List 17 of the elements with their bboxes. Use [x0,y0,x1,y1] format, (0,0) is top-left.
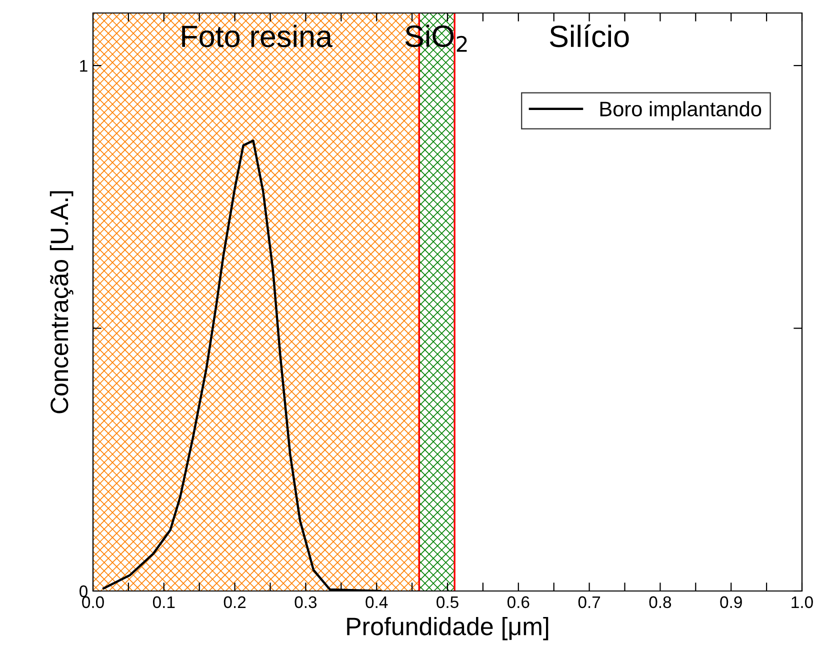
legend-label: Boro implantando [600,101,762,121]
x-tick-label: 0.5 [436,596,458,608]
x-axis-title: Profundidade [μm] [347,616,548,640]
x-tick-label: 0.8 [649,596,672,608]
x-tick-label: 0.6 [507,596,530,608]
x-tick-label: 0.0 [82,596,104,608]
x-tick-label: 0.2 [224,596,246,608]
x-tick-label: 0.1 [152,596,175,608]
x-tick-label: 1.0 [792,596,813,608]
x-tick-label: 0.9 [720,596,742,608]
x-tick-label: 0.3 [294,596,317,608]
x-tick-label: 0.4 [366,596,388,608]
x-tick-label: 0.7 [578,596,600,608]
y-tick-label: 1 [80,60,88,72]
y-axis-title: Concentração [U.A.] [50,191,74,414]
annotation: Silício [550,24,629,48]
y-tick-label: 0 [80,585,88,598]
